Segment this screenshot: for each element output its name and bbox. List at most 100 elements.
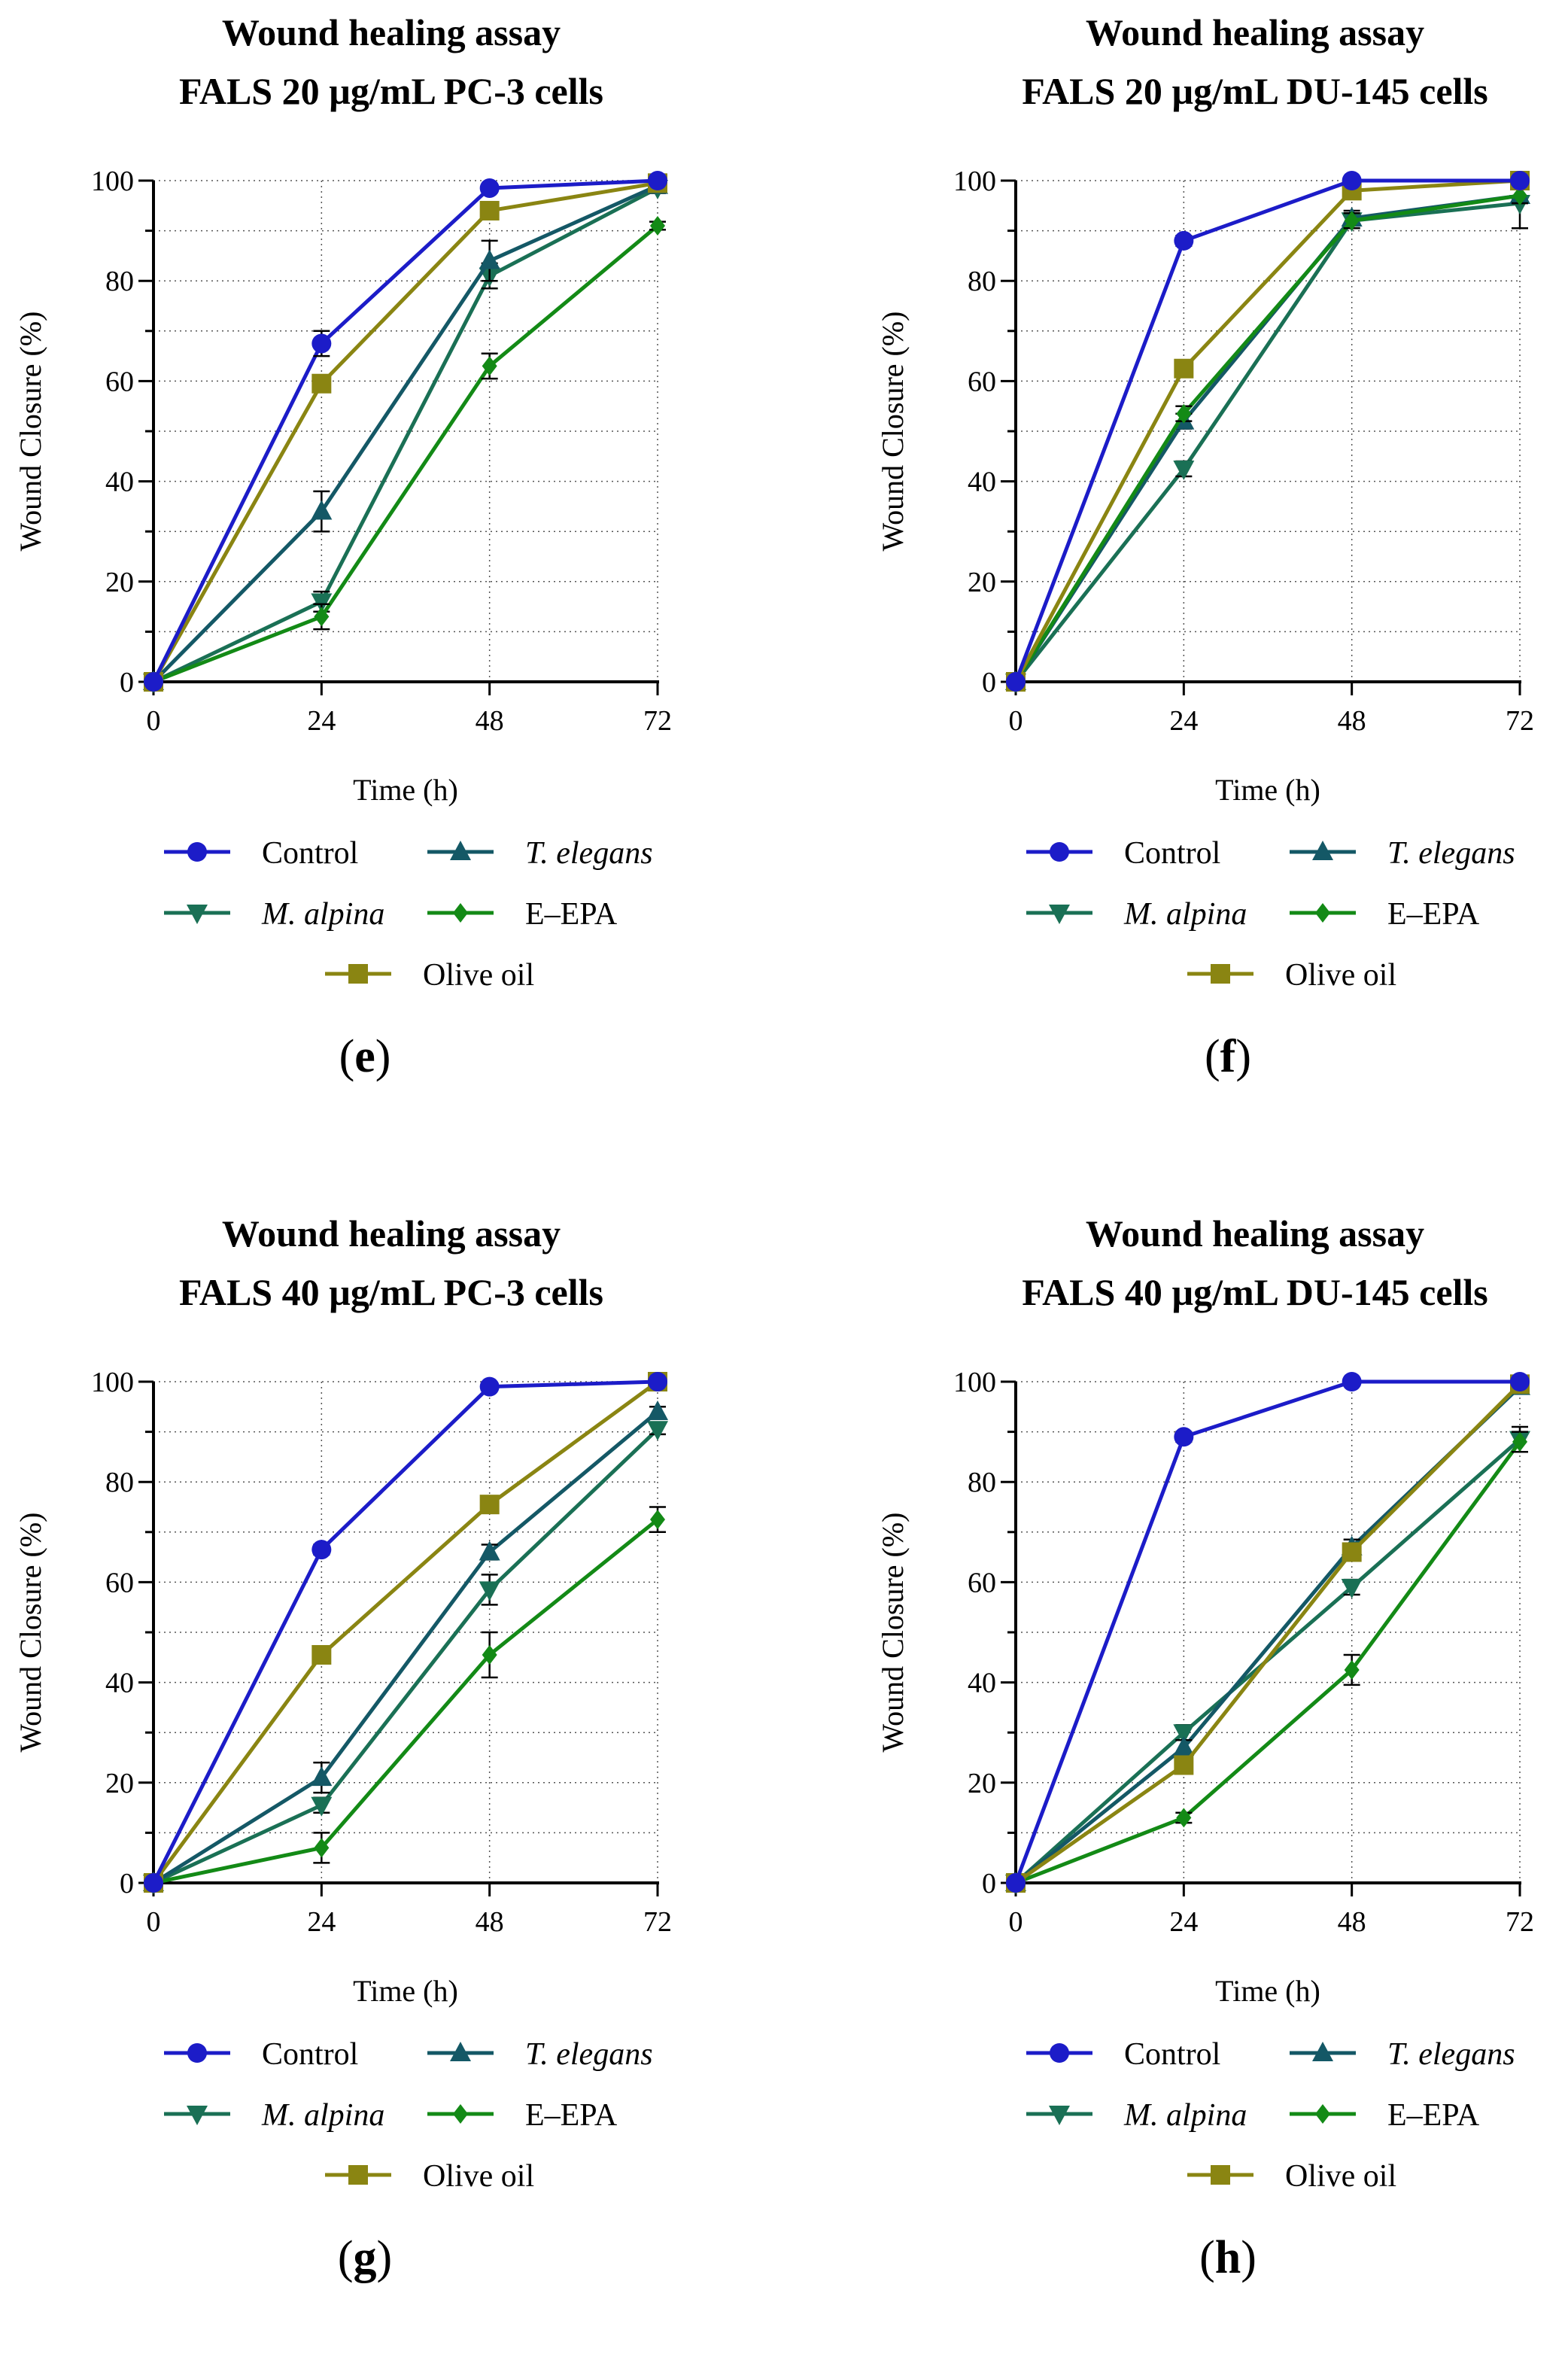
series-line: [152, 184, 659, 683]
data-point: [1173, 1724, 1195, 1744]
y-axis-label: Wound Closure (%): [876, 312, 910, 552]
series-t-elegans: [143, 174, 668, 690]
y-tick-label: 20: [105, 1768, 134, 1799]
legend-marker: [1211, 2165, 1230, 2185]
series-line: [151, 1379, 659, 1884]
y-tick-label: 20: [968, 1768, 996, 1799]
legend-label: T. elegans: [525, 836, 653, 871]
legend-label: M. alpina: [1123, 897, 1247, 932]
legend-label: Olive oil: [1285, 2159, 1396, 2194]
x-axis-label: Time (h): [353, 773, 458, 807]
y-tick-label: 80: [968, 1467, 996, 1498]
x-axis-label: Time (h): [353, 1974, 458, 2008]
legend-label: E–EPA: [1387, 897, 1480, 932]
y-tick-label: 0: [120, 667, 134, 698]
chart-panel-f: Wound healing assay FALS 20 µg/mL DU-145 …: [876, 11, 1534, 1082]
data-point: [479, 1540, 500, 1561]
x-tick-label: 48: [476, 705, 504, 737]
data-point: [1512, 1431, 1527, 1452]
y-tick-label: 60: [968, 1567, 996, 1598]
legend-item-t-elegans: T. elegans: [1290, 836, 1515, 871]
series-line: [1014, 1382, 1521, 1885]
y-axis-label: Wound Closure (%): [14, 1513, 47, 1753]
chart-title-line: Wound healing assay: [222, 11, 561, 53]
data-point: [1341, 1579, 1363, 1599]
data-point: [1173, 1736, 1195, 1756]
legend-label: M. alpina: [1123, 2098, 1247, 2133]
legend-item-control: Control: [164, 2037, 358, 2072]
legend-marker: [1050, 2043, 1069, 2063]
series-line: [1013, 1379, 1520, 1884]
data-point: [1176, 403, 1192, 424]
legend-marker: [1315, 903, 1330, 923]
legend-marker: [1050, 842, 1069, 862]
series-control: [144, 1372, 667, 1893]
y-tick-label: 60: [968, 366, 996, 397]
x-tick-label: 48: [476, 1906, 504, 1938]
data-point: [647, 1400, 668, 1420]
y-tick-label: 40: [105, 467, 134, 498]
legend-label: Control: [262, 836, 358, 871]
panel-label: (g): [338, 2232, 392, 2283]
panel-label: (f): [1205, 1031, 1251, 1082]
data-point: [1006, 1873, 1026, 1893]
data-point: [1344, 211, 1360, 231]
legend-marker: [187, 842, 207, 862]
legend-marker: [1312, 2042, 1333, 2061]
legend-item-m-alpina: M. alpina: [1026, 2098, 1247, 2133]
series-line: [152, 1428, 659, 1885]
series-line: [1013, 178, 1521, 683]
legend-item-t-elegans: T. elegans: [427, 836, 653, 871]
y-tick-label: 0: [120, 1868, 134, 1899]
legend-item-olive-oil: Olive oil: [325, 2159, 534, 2194]
data-point: [311, 1766, 333, 1787]
legend-marker: [450, 2042, 471, 2061]
x-tick-label: 24: [1169, 705, 1198, 737]
data-point: [314, 607, 330, 627]
y-tick-label: 40: [968, 467, 996, 498]
series-e-epa: [146, 215, 666, 692]
x-tick-label: 48: [1338, 705, 1366, 737]
legend-label: E–EPA: [1387, 2098, 1480, 2133]
series-line: [153, 1518, 659, 1885]
data-point: [1342, 171, 1362, 190]
data-point: [1510, 1372, 1530, 1391]
series-line: [151, 1379, 658, 1884]
chart-title-line: Wound healing assay: [1086, 11, 1424, 53]
y-axis-label: Wound Closure (%): [14, 312, 47, 552]
legend: Control T. elegans M. alpina E–EPA Olive oil: [164, 836, 653, 993]
data-point: [1006, 672, 1026, 692]
series-t-elegans: [143, 1400, 668, 1891]
x-tick-label: 72: [643, 705, 672, 737]
data-point: [1344, 1659, 1360, 1680]
chart-title-line: Wound healing assay: [1086, 1212, 1424, 1255]
legend-label: Control: [1124, 2037, 1220, 2072]
legend-marker: [348, 964, 368, 984]
legend-label: Olive oil: [423, 958, 534, 993]
data-point: [648, 1372, 667, 1391]
data-point: [482, 356, 497, 376]
y-tick-label: 60: [105, 1567, 134, 1598]
series-control: [1006, 1372, 1530, 1893]
x-tick-label: 24: [307, 1906, 336, 1938]
data-point: [482, 1644, 497, 1665]
chart-title-line: FALS 40 µg/mL PC-3 cells: [179, 1271, 603, 1313]
chart-panel-h: Wound healing assay FALS 40 µg/mL DU-145 …: [876, 1212, 1534, 2283]
legend-label: Control: [262, 2037, 358, 2072]
x-tick-label: 48: [1338, 1906, 1366, 1938]
y-tick-label: 0: [982, 1868, 996, 1899]
panel-label: (h): [1199, 2232, 1257, 2283]
series-control: [1006, 171, 1530, 692]
data-point: [1174, 1755, 1194, 1775]
series-line: [1013, 178, 1520, 683]
legend-marker: [187, 905, 208, 924]
series-m-alpina: [143, 179, 668, 693]
legend-label: E–EPA: [525, 897, 618, 932]
data-point: [1173, 460, 1195, 480]
x-tick-label: 72: [1506, 1906, 1534, 1938]
legend-marker: [453, 903, 468, 923]
series-olive-oil: [1006, 1374, 1530, 1893]
series-line: [1013, 193, 1521, 683]
series-line: [1014, 201, 1521, 683]
legend: Control T. elegans M. alpina E–EPA Olive oil: [1026, 2037, 1515, 2194]
